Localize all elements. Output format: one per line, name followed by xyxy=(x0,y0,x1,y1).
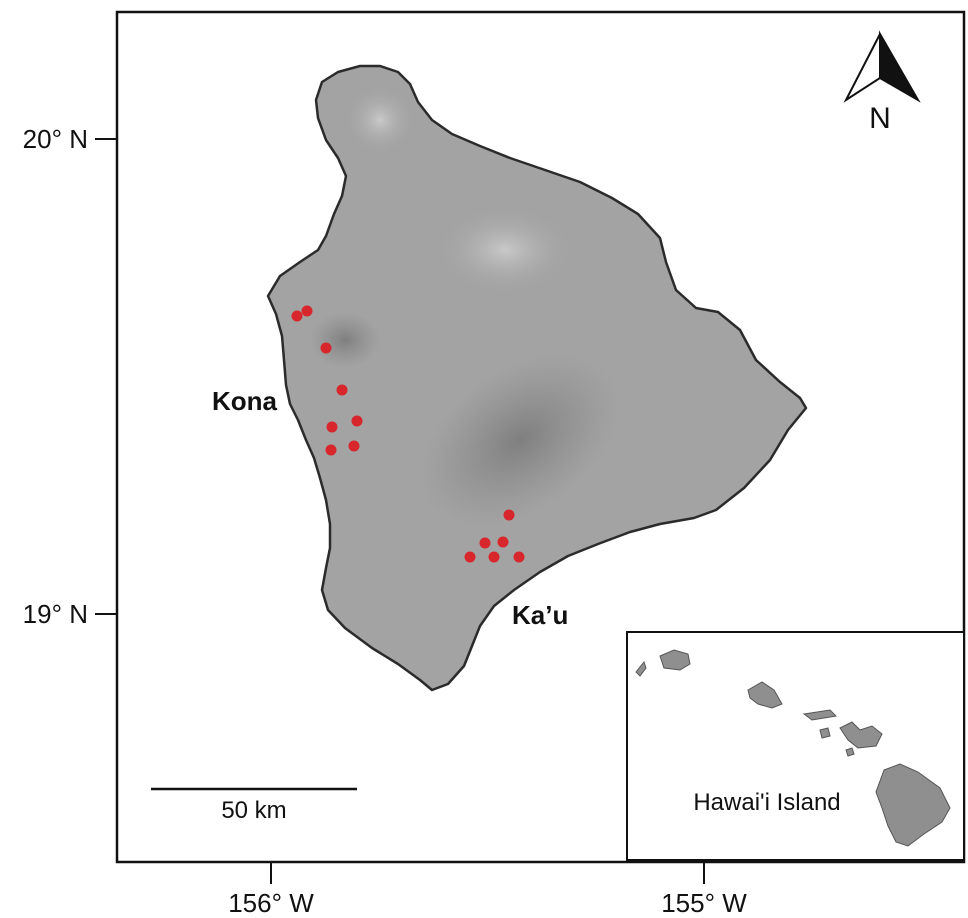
mauna-loa-shade xyxy=(421,354,619,526)
site-marker xyxy=(325,444,337,456)
site-marker xyxy=(326,421,338,433)
inset-islands xyxy=(635,649,951,847)
kohala-highlight xyxy=(345,85,415,155)
lon-axis: 156° W 155° W xyxy=(228,862,747,918)
site-marker xyxy=(488,551,500,563)
hawaii-island xyxy=(266,64,808,692)
site-marker xyxy=(513,551,525,563)
inset-island-niihau xyxy=(635,660,647,677)
inset-island-hawaii xyxy=(875,763,951,847)
inset-map: Hawai'i Island xyxy=(626,631,965,861)
site-group-kona xyxy=(291,305,363,456)
north-arrow-label: N xyxy=(869,102,891,135)
inset-island-molokai xyxy=(802,709,838,721)
site-marker xyxy=(348,440,360,452)
lat-tick-label-19: 19° N xyxy=(23,599,88,629)
scale-bar-label: 50 km xyxy=(221,797,286,824)
region-label-kona: Kona xyxy=(212,386,278,416)
inset-island-kahoolawe xyxy=(845,747,855,757)
lat-axis: 20° N 19° N xyxy=(23,124,117,629)
site-marker xyxy=(503,509,515,521)
inset-island-kauai xyxy=(659,649,691,671)
inset-island-maui xyxy=(839,721,883,749)
mauna-kea-highlight xyxy=(435,205,575,295)
lat-tick-label-20: 20° N xyxy=(23,124,88,154)
study-sites xyxy=(291,305,525,563)
site-marker xyxy=(336,384,348,396)
site-marker xyxy=(291,310,303,322)
lon-tick-label-155: 155° W xyxy=(661,888,747,918)
site-marker xyxy=(301,305,313,317)
site-marker xyxy=(351,415,363,427)
north-arrow: N xyxy=(843,30,921,135)
region-label-kau: Ka’u xyxy=(512,600,568,630)
site-marker xyxy=(497,536,509,548)
inset-label: Hawai'i Island xyxy=(693,789,840,816)
site-marker xyxy=(320,342,332,354)
hualalai-shade xyxy=(310,312,380,368)
north-arrow-right-icon xyxy=(879,30,921,103)
site-group-kau xyxy=(464,509,525,563)
inset-island-lanai xyxy=(819,727,831,739)
lon-tick-label-156: 156° W xyxy=(228,888,314,918)
inset-island-oahu xyxy=(747,681,783,709)
site-marker xyxy=(479,537,491,549)
scale-bar: 50 km xyxy=(151,787,357,824)
site-marker xyxy=(464,551,476,563)
